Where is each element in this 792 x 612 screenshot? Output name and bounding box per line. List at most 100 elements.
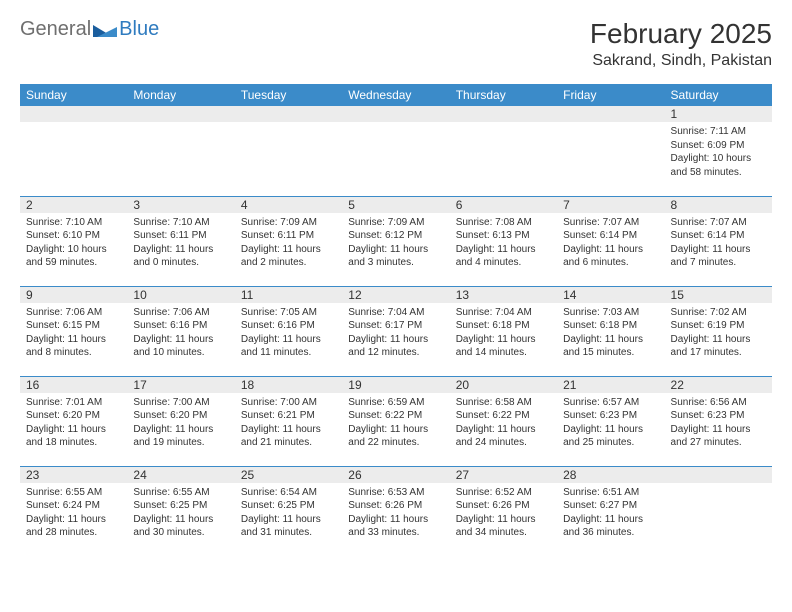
calendar-cell: 12 Sunrise: 7:04 AMSunset: 6:17 PMDayligh… <box>342 286 449 376</box>
logo-word-general: General <box>20 18 91 41</box>
calendar-cell: 14 Sunrise: 7:03 AMSunset: 6:18 PMDayligh… <box>557 286 664 376</box>
day-number: 8 <box>665 197 772 213</box>
calendar-cell: 21 Sunrise: 6:57 AMSunset: 6:23 PMDayligh… <box>557 376 664 466</box>
day-details: Sunrise: 7:07 AMSunset: 6:14 PMDaylight:… <box>671 216 766 270</box>
day-number: 11 <box>235 287 342 303</box>
weekday-header: Friday <box>557 84 664 106</box>
calendar-cell: 18Sunrise: 7:00 AMSunset: 6:21 PMDayligh… <box>235 376 342 466</box>
day-number: 13 <box>450 287 557 303</box>
logo-triangle-icon <box>93 21 117 39</box>
day-number: 1 <box>665 106 772 122</box>
day-details: Sunrise: 7:03 AMSunset: 6:18 PMDaylight:… <box>563 306 658 360</box>
logo-word-blue: Blue <box>119 18 159 41</box>
header: General Blue February 2025 Sakrand, Sind… <box>20 18 772 70</box>
day-number: 23 <box>20 467 127 483</box>
calendar-row: 2Sunrise: 7:10 AMSunset: 6:10 PMDaylight… <box>20 196 772 286</box>
day-number: 15 <box>665 287 772 303</box>
calendar-cell <box>665 466 772 556</box>
calendar-cell: 24 Sunrise: 6:55 AMSunset: 6:25 PMDayligh… <box>127 466 234 556</box>
weekday-header: Tuesday <box>235 84 342 106</box>
empty-day <box>235 106 342 122</box>
weekday-header: Thursday <box>450 84 557 106</box>
day-details: Sunrise: 6:54 AMSunset: 6:25 PMDaylight:… <box>241 486 336 540</box>
calendar-table: SundayMondayTuesdayWednesdayThursdayFrid… <box>20 84 772 556</box>
empty-day <box>557 106 664 122</box>
calendar-cell: 1 Sunrise: 7:11 AMSunset: 6:09 PMDaylight… <box>665 106 772 196</box>
day-number: 14 <box>557 287 664 303</box>
calendar-cell: 2Sunrise: 7:10 AMSunset: 6:10 PMDaylight… <box>20 196 127 286</box>
day-details: Sunrise: 7:00 AMSunset: 6:21 PMDaylight:… <box>241 396 336 450</box>
calendar-cell <box>557 106 664 196</box>
day-details: Sunrise: 6:58 AMSunset: 6:22 PMDaylight:… <box>456 396 551 450</box>
day-number: 21 <box>557 377 664 393</box>
calendar-cell: 8 Sunrise: 7:07 AMSunset: 6:14 PMDaylight… <box>665 196 772 286</box>
day-number: 27 <box>450 467 557 483</box>
weekday-header: Wednesday <box>342 84 449 106</box>
calendar-cell: 25 Sunrise: 6:54 AMSunset: 6:25 PMDayligh… <box>235 466 342 556</box>
day-details: Sunrise: 7:02 AMSunset: 6:19 PMDaylight:… <box>671 306 766 360</box>
day-details: Sunrise: 6:59 AMSunset: 6:22 PMDaylight:… <box>348 396 443 450</box>
calendar-cell: 16 Sunrise: 7:01 AMSunset: 6:20 PMDayligh… <box>20 376 127 466</box>
calendar-cell: 10Sunrise: 7:06 AMSunset: 6:16 PMDayligh… <box>127 286 234 376</box>
calendar-cell: 17 Sunrise: 7:00 AMSunset: 6:20 PMDayligh… <box>127 376 234 466</box>
day-number: 16 <box>20 377 127 393</box>
day-number: 4 <box>235 197 342 213</box>
day-details: Sunrise: 7:10 AMSunset: 6:11 PMDaylight:… <box>133 216 228 270</box>
page: General Blue February 2025 Sakrand, Sind… <box>20 18 772 594</box>
calendar-body: 1 Sunrise: 7:11 AMSunset: 6:09 PMDaylight… <box>20 106 772 556</box>
day-details: Sunrise: 7:08 AMSunset: 6:13 PMDaylight:… <box>456 216 551 270</box>
calendar-cell: 11Sunrise: 7:05 AMSunset: 6:16 PMDayligh… <box>235 286 342 376</box>
day-number: 26 <box>342 467 449 483</box>
day-details: Sunrise: 6:55 AMSunset: 6:25 PMDaylight:… <box>133 486 228 540</box>
empty-day <box>665 467 772 483</box>
day-details: Sunrise: 7:04 AMSunset: 6:17 PMDaylight:… <box>348 306 443 360</box>
calendar-row: 16 Sunrise: 7:01 AMSunset: 6:20 PMDayligh… <box>20 376 772 466</box>
day-details: Sunrise: 7:09 AMSunset: 6:12 PMDaylight:… <box>348 216 443 270</box>
day-number: 6 <box>450 197 557 213</box>
day-number: 25 <box>235 467 342 483</box>
day-details: Sunrise: 6:57 AMSunset: 6:23 PMDaylight:… <box>563 396 658 450</box>
empty-day <box>342 106 449 122</box>
calendar-cell: 22 Sunrise: 6:56 AMSunset: 6:23 PMDayligh… <box>665 376 772 466</box>
weekday-header: Monday <box>127 84 234 106</box>
calendar-cell <box>342 106 449 196</box>
day-number: 22 <box>665 377 772 393</box>
empty-day <box>450 106 557 122</box>
calendar-cell <box>127 106 234 196</box>
calendar-row: 9Sunrise: 7:06 AMSunset: 6:15 PMDaylight… <box>20 286 772 376</box>
day-number: 19 <box>342 377 449 393</box>
day-details: Sunrise: 7:00 AMSunset: 6:20 PMDaylight:… <box>133 396 228 450</box>
calendar-cell: 15 Sunrise: 7:02 AMSunset: 6:19 PMDayligh… <box>665 286 772 376</box>
calendar-cell: 6 Sunrise: 7:08 AMSunset: 6:13 PMDaylight… <box>450 196 557 286</box>
calendar-cell: 20Sunrise: 6:58 AMSunset: 6:22 PMDayligh… <box>450 376 557 466</box>
day-details: Sunrise: 6:56 AMSunset: 6:23 PMDaylight:… <box>671 396 766 450</box>
location: Sakrand, Sindh, Pakistan <box>590 52 772 70</box>
calendar-header-row: SundayMondayTuesdayWednesdayThursdayFrid… <box>20 84 772 106</box>
weekday-header: Sunday <box>20 84 127 106</box>
calendar-cell: 4Sunrise: 7:09 AMSunset: 6:11 PMDaylight… <box>235 196 342 286</box>
calendar-row: 1 Sunrise: 7:11 AMSunset: 6:09 PMDaylight… <box>20 106 772 196</box>
empty-day <box>20 106 127 122</box>
day-number: 2 <box>20 197 127 213</box>
calendar-cell: 7Sunrise: 7:07 AMSunset: 6:14 PMDaylight… <box>557 196 664 286</box>
day-details: Sunrise: 7:01 AMSunset: 6:20 PMDaylight:… <box>26 396 121 450</box>
day-details: Sunrise: 7:11 AMSunset: 6:09 PMDaylight:… <box>671 125 766 179</box>
day-number: 17 <box>127 377 234 393</box>
calendar-cell: 26Sunrise: 6:53 AMSunset: 6:26 PMDayligh… <box>342 466 449 556</box>
calendar-cell: 27 Sunrise: 6:52 AMSunset: 6:26 PMDayligh… <box>450 466 557 556</box>
calendar-cell: 13Sunrise: 7:04 AMSunset: 6:18 PMDayligh… <box>450 286 557 376</box>
day-details: Sunrise: 6:52 AMSunset: 6:26 PMDaylight:… <box>456 486 551 540</box>
day-details: Sunrise: 7:07 AMSunset: 6:14 PMDaylight:… <box>563 216 658 270</box>
day-details: Sunrise: 6:51 AMSunset: 6:27 PMDaylight:… <box>563 486 658 540</box>
day-number: 12 <box>342 287 449 303</box>
calendar-cell: 23Sunrise: 6:55 AMSunset: 6:24 PMDayligh… <box>20 466 127 556</box>
day-number: 10 <box>127 287 234 303</box>
calendar-cell: 9Sunrise: 7:06 AMSunset: 6:15 PMDaylight… <box>20 286 127 376</box>
day-number: 3 <box>127 197 234 213</box>
day-number: 28 <box>557 467 664 483</box>
calendar-cell: 19 Sunrise: 6:59 AMSunset: 6:22 PMDayligh… <box>342 376 449 466</box>
title-block: February 2025 Sakrand, Sindh, Pakistan <box>590 18 772 70</box>
calendar-cell: 5Sunrise: 7:09 AMSunset: 6:12 PMDaylight… <box>342 196 449 286</box>
day-number: 24 <box>127 467 234 483</box>
calendar-cell: 3 Sunrise: 7:10 AMSunset: 6:11 PMDaylight… <box>127 196 234 286</box>
